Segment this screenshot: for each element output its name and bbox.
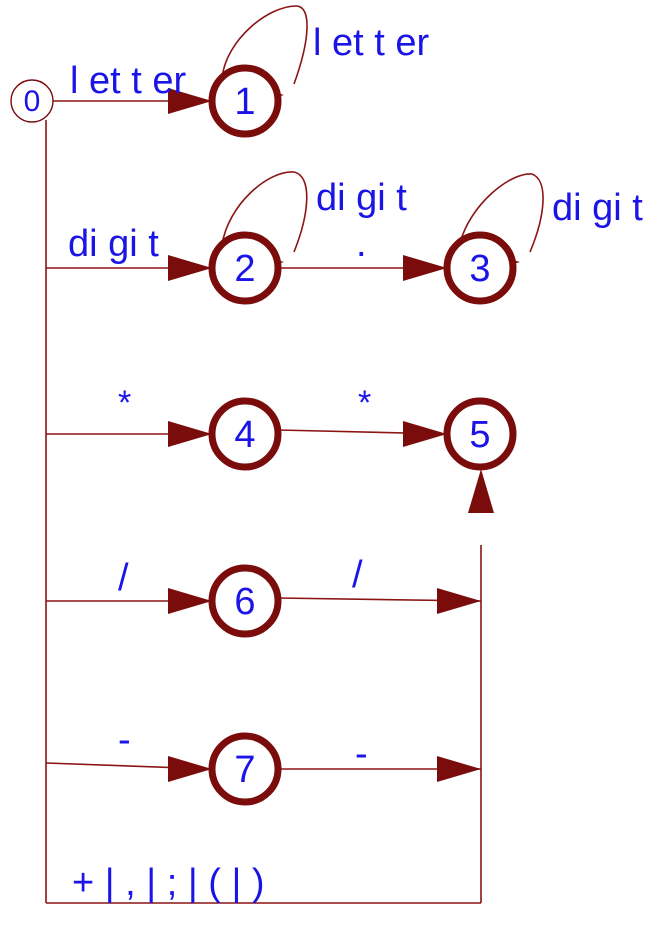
state-5: 5: [443, 397, 517, 471]
state-6: 6: [208, 564, 282, 638]
state-4-ring: [208, 397, 282, 471]
state-5-ring: [443, 397, 517, 471]
state-7-ring: [208, 732, 282, 806]
loop-2: [221, 171, 308, 253]
label-7-5: -: [355, 733, 368, 775]
label-0-1: l et t er: [70, 60, 186, 102]
state-2-label: 2: [234, 248, 255, 290]
arrowhead-4-5: [403, 421, 447, 447]
state-0-label: 0: [24, 85, 41, 118]
state-3-ring: [443, 231, 517, 305]
arrowhead-0-1: [168, 88, 212, 114]
state-4: 4: [208, 397, 282, 471]
label-0-7: -: [118, 719, 131, 761]
state-7: 7: [208, 732, 282, 806]
state-4-label: 4: [234, 414, 255, 456]
state-3: 3: [443, 231, 517, 305]
label-0-6: /: [118, 557, 129, 599]
arrowhead-6-5: [437, 588, 481, 614]
label-6-5: /: [352, 554, 363, 596]
arrowhead-0-7: [168, 756, 212, 782]
label-0-5-bus: + | , | ; | ( | ): [72, 862, 265, 904]
state-1: 1: [208, 64, 282, 138]
state-6-ring: [208, 564, 282, 638]
label-4-5: *: [358, 384, 371, 422]
state-3-label: 3: [469, 248, 490, 290]
arrowhead-0-6: [168, 588, 212, 614]
label-3-3: di gi t: [552, 187, 643, 229]
arrowhead-2-3: [403, 255, 447, 281]
state-1-ring: [208, 64, 282, 138]
label-2-3: .: [356, 223, 367, 265]
loop-1: [221, 5, 308, 85]
arrowhead-0-4: [168, 421, 212, 447]
state-2-ring: [208, 231, 282, 305]
loop-3: [459, 173, 544, 253]
state-6-label: 6: [234, 581, 255, 623]
state-0-ring: [10, 79, 54, 123]
state-2: 2: [208, 231, 282, 305]
label-0-2: di gi t: [68, 223, 159, 265]
state-1-label: 1: [234, 81, 255, 123]
arrowhead-7-5: [437, 756, 481, 782]
label-1-1: l et t er: [313, 22, 429, 64]
arrowhead-0-2: [168, 255, 212, 281]
arrowhead-bus-5: [468, 469, 494, 513]
state-0: 0: [10, 79, 54, 123]
label-0-4: *: [118, 384, 131, 422]
state-5-label: 5: [469, 414, 490, 456]
state-7-label: 7: [234, 749, 255, 791]
label-2-2: di gi t: [316, 177, 407, 219]
